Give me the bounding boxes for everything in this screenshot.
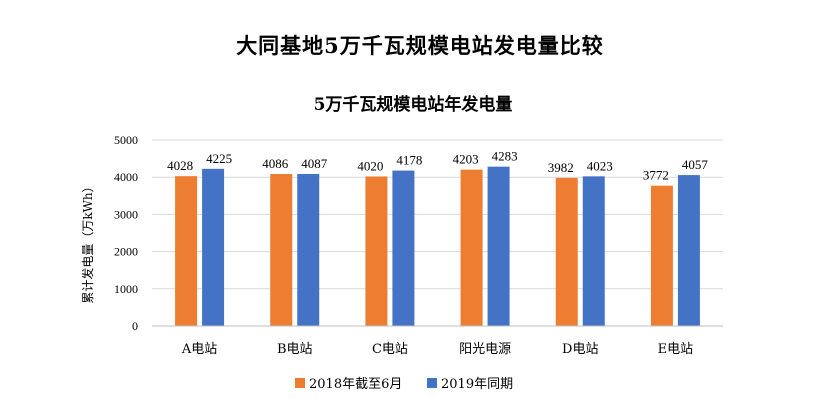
bars [175, 166, 700, 326]
x-category-label: D电站 [562, 342, 598, 357]
data-label: 4057 [682, 157, 709, 172]
x-category-label: B电站 [277, 342, 313, 357]
legend-label: 2018年截至6月 [309, 377, 402, 392]
data-label: 4203 [453, 152, 479, 167]
y-tick-label: 2000 [114, 245, 138, 259]
legend-swatch [295, 378, 305, 388]
y-tick-label: 4000 [114, 170, 138, 184]
bar-series1 [650, 185, 673, 326]
y-tick-label: 3000 [114, 207, 138, 221]
legend-swatch [427, 378, 437, 388]
y-axis-ticks: 0 1000 2000 3000 4000 5000 [114, 133, 138, 333]
bar-series2 [487, 166, 510, 326]
gridlines [152, 139, 723, 290]
y-tick-label: 0 [132, 319, 138, 333]
data-label: 3772 [643, 168, 669, 183]
bar-series2 [392, 170, 415, 326]
bar-series2 [582, 176, 605, 326]
x-category-label: E电站 [658, 342, 694, 357]
bar-series2 [297, 173, 320, 326]
data-label: 4086 [262, 156, 289, 171]
y-axis-label: 累计发电量（万kWh） [80, 180, 95, 303]
data-label: 4020 [357, 158, 383, 173]
page-title: 大同基地5万千瓦规模电站发电量比较 [236, 33, 604, 58]
bar-series2 [677, 175, 700, 326]
data-label: 3982 [548, 160, 574, 175]
bar-series1 [270, 174, 293, 326]
data-label: 4028 [167, 158, 193, 173]
bar-series2 [202, 168, 225, 326]
bar-series1 [555, 177, 578, 326]
data-label: 4225 [206, 151, 232, 166]
data-labels: 4028 4225 4086 4087 4020 4178 4203 4283 3982 4023… [167, 149, 708, 183]
bar-series1 [175, 176, 198, 326]
x-category-label: C电站 [372, 342, 408, 357]
y-tick-label: 1000 [114, 282, 138, 296]
data-label: 4283 [492, 149, 518, 164]
y-tick-label: 5000 [114, 133, 138, 147]
chart-title: 5万千瓦规模电站年发电量 [314, 94, 513, 115]
x-category-label: 阳光电源 [459, 342, 511, 357]
data-label: 4023 [587, 158, 613, 173]
data-label: 4178 [396, 153, 422, 168]
legend: 2018年截至6月 2019年同期 [295, 377, 513, 392]
x-axis-categories: A电站 B电站 C电站 阳光电源 D电站 E电站 [181, 342, 693, 357]
data-label: 4087 [301, 156, 328, 171]
x-category-label: A电站 [181, 342, 217, 357]
bar-series1 [365, 176, 388, 326]
bar-series1 [460, 169, 483, 326]
legend-label: 2019年同期 [441, 377, 513, 392]
